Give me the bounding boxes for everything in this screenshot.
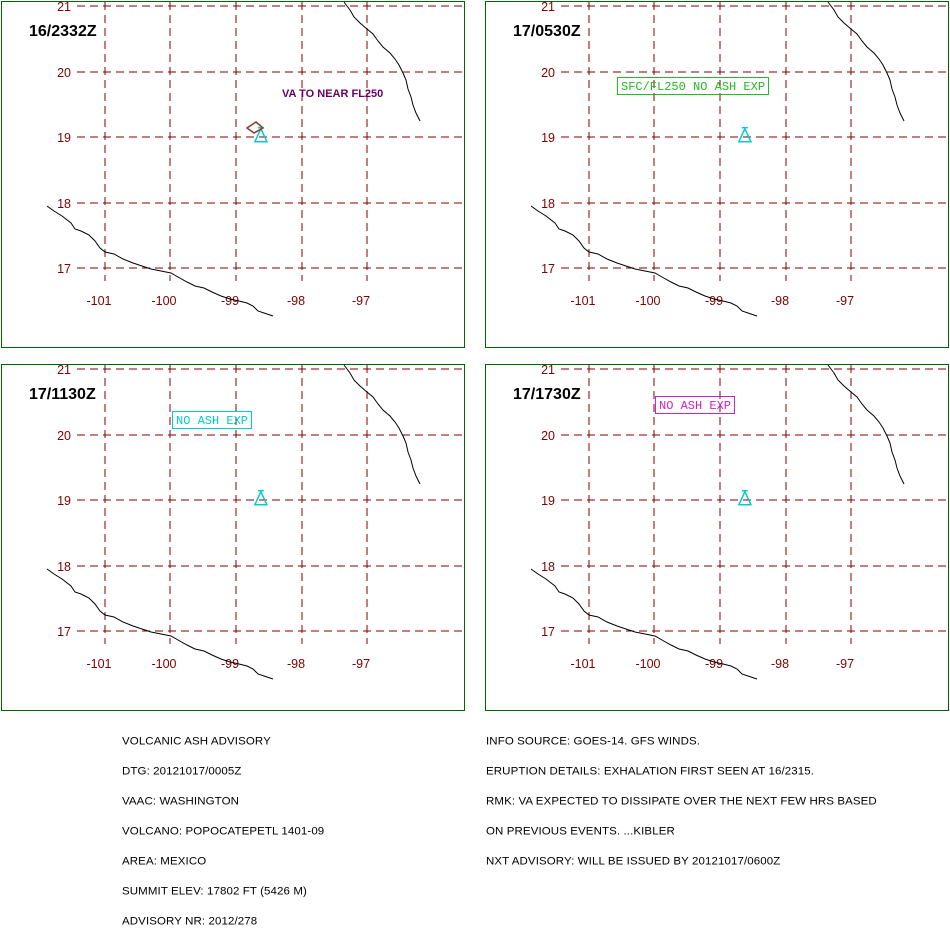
annotation-box: [655, 396, 735, 414]
latitude-label: 17: [57, 262, 71, 276]
panel-frame: [1, 1, 465, 348]
advisory-line: AREA: MEXICO: [122, 856, 207, 868]
longitude-label: -100: [151, 294, 176, 308]
latitude-label: 18: [57, 560, 71, 574]
latitude-label: 20: [57, 429, 71, 443]
advisory-line: RMK: VA EXPECTED TO DISSIPATE OVER THE N…: [486, 796, 877, 808]
panel-frame: [1, 364, 465, 711]
latitude-label: 19: [541, 494, 555, 508]
panel-frame: [485, 1, 949, 348]
latitude-label: 18: [541, 197, 555, 211]
latitude-label: 19: [57, 131, 71, 145]
advisory-line: ERUPTION DETAILS: EXHALATION FIRST SEEN …: [486, 766, 815, 778]
latitude-label: 18: [541, 560, 555, 574]
valid-time-label: 17/1130Z: [29, 386, 96, 403]
latitude-label: 21: [57, 0, 71, 14]
pacific-coastline: [530, 205, 758, 317]
latitude-label: 17: [541, 625, 555, 639]
latitude-label: 17: [541, 262, 555, 276]
advisory-line: ON PREVIOUS EVENTS. ...KIBLER: [486, 826, 675, 838]
latitude-label: 21: [541, 363, 555, 377]
longitude-label: -98: [287, 294, 305, 308]
longitude-label: -101: [570, 294, 595, 308]
forecast-annotation: NO ASH EXP: [659, 399, 731, 413]
volcano-icon: [737, 489, 753, 506]
latitude-label: 21: [541, 0, 555, 14]
latitude-label: 20: [57, 66, 71, 80]
latitude-label: 17: [57, 625, 71, 639]
longitude-label: -100: [151, 657, 176, 671]
pacific-coastline: [530, 568, 758, 680]
advisory-line: VAAC: WASHINGTON: [122, 796, 240, 808]
advisory-line: INFO SOURCE: GOES-14. GFS WINDS.: [486, 736, 701, 748]
latitude-label: 19: [541, 131, 555, 145]
latitude-label: 21: [57, 363, 71, 377]
volcano-icon: [737, 126, 753, 143]
map-panel-1: 21 20 19 18 17 -101 -100 -99 -98 -97 16/2332Z VA TO…: [1, 0, 465, 348]
volcano-icon: [253, 489, 269, 506]
longitude-label: -101: [86, 657, 111, 671]
valid-time-label: 17/0530Z: [513, 23, 581, 40]
gulf-coastline: [343, 1, 421, 122]
ash-cloud-polygon: [245, 121, 265, 134]
gulf-coastline: [827, 364, 905, 485]
gulf-coastline: [827, 1, 905, 122]
map-panel-4: 21 20 19 18 17 -101 -100 -99 -98 -97 17/1730Z NO AS…: [485, 363, 949, 711]
longitude-label: -99: [705, 294, 723, 308]
latitude-label: 20: [541, 429, 555, 443]
advisory-line: VOLCANIC ASH ADVISORY: [122, 736, 271, 748]
annotation-box: [172, 411, 252, 429]
map-panel-3: 21 20 19 18 17 -101 -100 -99 -98 -97 17/1130Z NO AS…: [1, 363, 465, 711]
map-panel-2: 21 20 19 18 17 -101 -100 -99 -98 -97 17/0530Z SFC/F…: [485, 0, 949, 348]
valid-time-label: 17/1730Z: [513, 386, 581, 403]
advisory-header-text: VOLCANIC ASH ADVISORY DTG: 20121017/0005…: [122, 717, 324, 937]
advisory-line: VOLCANO: POPOCATEPETL 1401-09: [122, 826, 325, 838]
advisory-map-graphic: 21 20 19 18 17 -101 -100 -99 -98 -97 16/2332Z VA TO…: [1, 0, 949, 711]
longitude-label: -98: [771, 657, 789, 671]
pacific-coastline: [46, 205, 274, 317]
pacific-coastline: [46, 568, 274, 680]
longitude-label: -97: [352, 657, 370, 671]
longitude-label: -101: [570, 657, 595, 671]
latitude-label: 20: [541, 66, 555, 80]
longitude-label: -97: [836, 294, 854, 308]
longitude-label: -98: [287, 657, 305, 671]
longitude-label: -98: [771, 294, 789, 308]
advisory-details-text: INFO SOURCE: GOES-14. GFS WINDS. ERUPTIO…: [486, 717, 877, 877]
longitude-label: -99: [221, 657, 239, 671]
latitude-label: 19: [57, 494, 71, 508]
forecast-annotation: SFC/FL250 NO ASH EXP: [621, 80, 765, 94]
observed-annotation: VA TO NEAR FL250: [282, 88, 383, 100]
valid-time-label: 16/2332Z: [29, 23, 97, 40]
gulf-coastline: [343, 364, 421, 485]
annotation-box: [617, 77, 769, 95]
longitude-label: -97: [836, 657, 854, 671]
advisory-line: ADVISORY NR: 2012/278: [122, 916, 258, 928]
longitude-label: -100: [635, 294, 660, 308]
longitude-label: -99: [221, 294, 239, 308]
advisory-line: NXT ADVISORY: WILL BE ISSUED BY 20121017…: [486, 856, 781, 868]
advisory-line: DTG: 20121017/0005Z: [122, 766, 242, 778]
longitude-label: -99: [705, 657, 723, 671]
longitude-label: -97: [352, 294, 370, 308]
panel-frame: [485, 364, 949, 711]
latitude-label: 18: [57, 197, 71, 211]
forecast-annotation: NO ASH EXP: [176, 414, 248, 428]
longitude-label: -101: [86, 294, 111, 308]
longitude-label: -100: [635, 657, 660, 671]
advisory-line: SUMMIT ELEV: 17802 FT (5426 M): [122, 886, 307, 898]
